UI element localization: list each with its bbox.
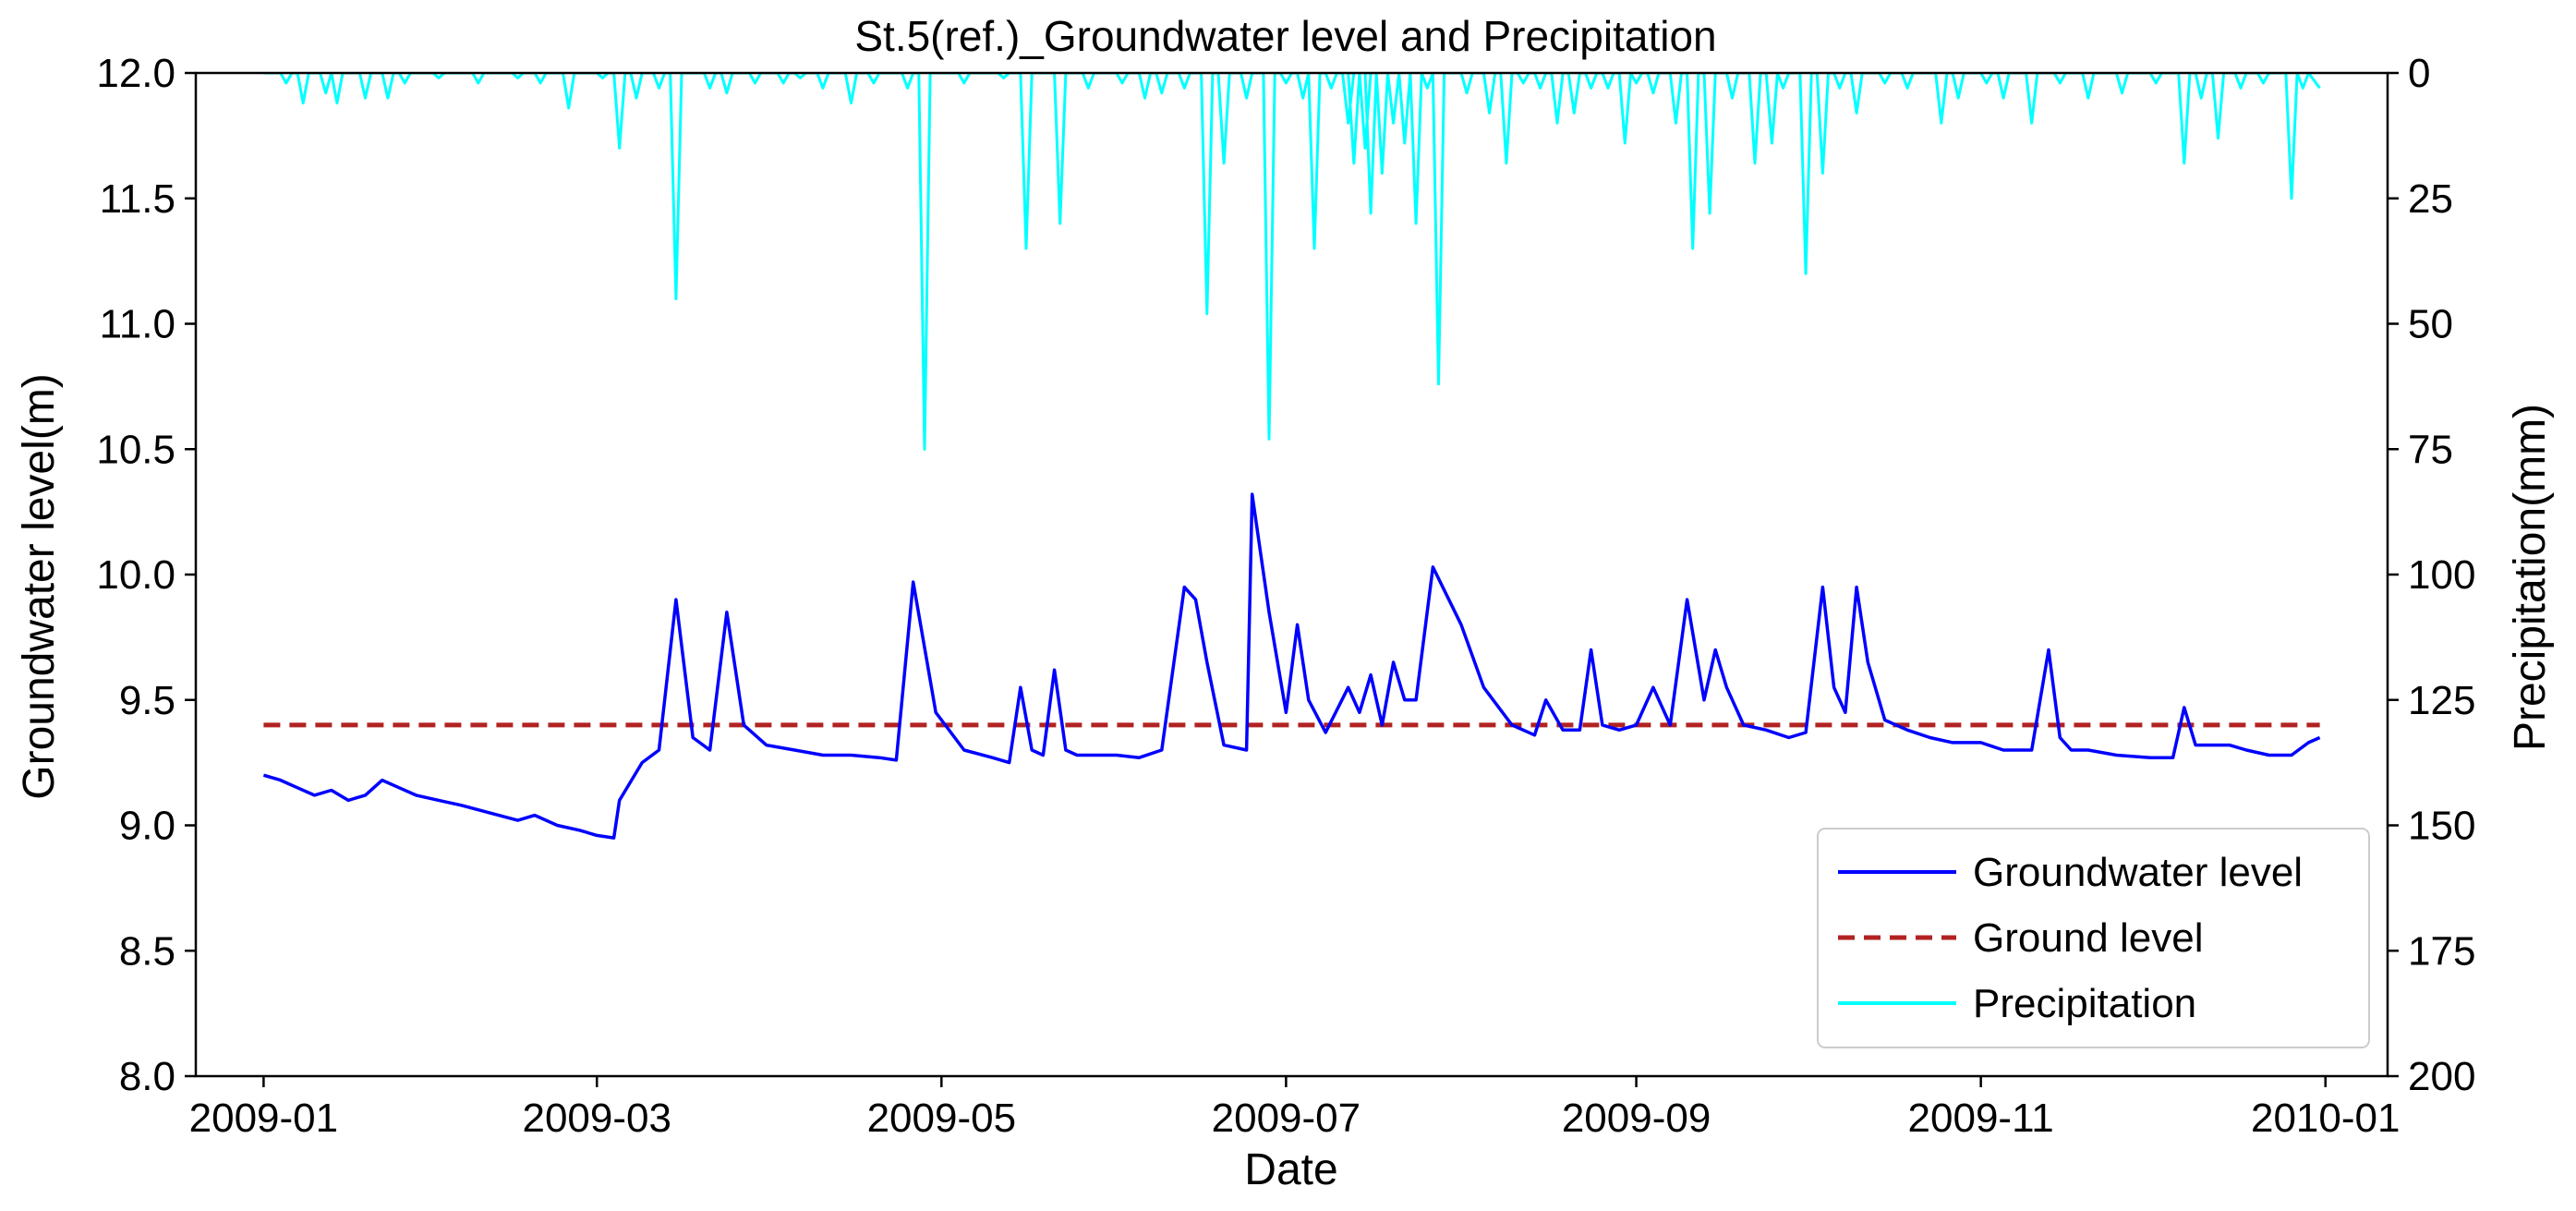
x-tick-label: 2009-05 bbox=[867, 1096, 1016, 1141]
y-tick-label-right: 50 bbox=[2408, 302, 2453, 347]
x-tick-label: 2010-01 bbox=[2251, 1096, 2400, 1141]
legend: Groundwater level Ground level Precipitati… bbox=[1817, 828, 2370, 1048]
series-groundwater-level-line bbox=[262, 492, 2321, 840]
y-tick-label-left: 9.0 bbox=[119, 804, 175, 849]
legend-label: Precipitation bbox=[1973, 981, 2196, 1026]
y-tick-label-right: 25 bbox=[2408, 176, 2453, 222]
y-tick-label-right: 75 bbox=[2408, 427, 2453, 472]
y-tick-label-right: 200 bbox=[2408, 1054, 2475, 1099]
y-tick-label-left: 11.0 bbox=[100, 302, 175, 347]
y-tick-label-left: 12.0 bbox=[96, 51, 175, 96]
legend-label: Ground level bbox=[1973, 915, 2203, 961]
y-tick-label-right: 125 bbox=[2408, 678, 2475, 723]
x-axis-title: Date bbox=[1244, 1145, 1337, 1194]
x-tick-label: 2009-01 bbox=[189, 1096, 338, 1141]
y-tick-label-right: 0 bbox=[2408, 51, 2430, 96]
y-tick-label-left: 8.5 bbox=[119, 928, 175, 974]
y-tick-label-right: 175 bbox=[2408, 928, 2475, 974]
y-tick-label-right: 100 bbox=[2408, 552, 2475, 598]
y-tick-label-left: 8.0 bbox=[119, 1054, 175, 1099]
legend-label: Groundwater level bbox=[1973, 850, 2303, 895]
legend-box bbox=[1817, 828, 2370, 1048]
y-tick-label-left: 10.5 bbox=[96, 427, 175, 472]
series-precipitation-line bbox=[263, 73, 2321, 451]
y-tick-label-left: 10.0 bbox=[96, 552, 175, 598]
chart-title: St.5(ref.)_Groundwater level and Precipi… bbox=[854, 12, 1716, 60]
y-tick-label-left: 9.5 bbox=[119, 678, 175, 723]
x-tick-label: 2009-11 bbox=[1908, 1096, 2054, 1141]
x-tick-label: 2009-07 bbox=[1212, 1096, 1361, 1141]
y-tick-label-left: 11.5 bbox=[100, 176, 175, 222]
x-tick-label: 2009-09 bbox=[1562, 1096, 1711, 1141]
y-tick-label-right: 150 bbox=[2408, 804, 2475, 849]
y-axis-title-left: Groundwater level(m) bbox=[15, 373, 64, 799]
x-tick-label: 2009-03 bbox=[522, 1096, 671, 1141]
y-axis-title-right: Precipitation(mm) bbox=[2506, 404, 2555, 751]
